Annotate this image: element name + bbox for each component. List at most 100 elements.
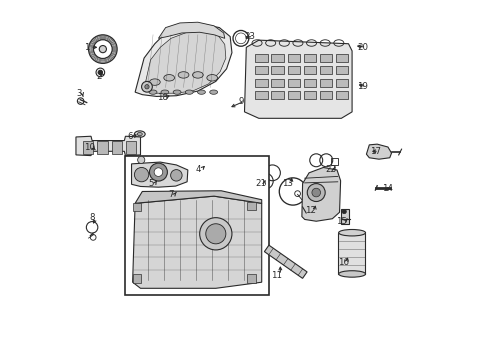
- Circle shape: [142, 81, 152, 92]
- Bar: [247, 202, 255, 210]
- Bar: [287, 79, 300, 87]
- Polygon shape: [158, 22, 224, 39]
- Polygon shape: [244, 40, 351, 118]
- Circle shape: [99, 45, 106, 53]
- Text: 14: 14: [382, 184, 393, 193]
- Text: 23: 23: [244, 32, 255, 41]
- Bar: [125, 156, 268, 296]
- Polygon shape: [135, 24, 231, 96]
- Bar: [319, 79, 332, 87]
- Ellipse shape: [137, 132, 142, 136]
- Ellipse shape: [206, 75, 217, 81]
- Bar: [97, 141, 107, 154]
- Ellipse shape: [149, 90, 157, 94]
- Ellipse shape: [185, 90, 193, 94]
- Text: 11: 11: [271, 270, 282, 279]
- Text: 3: 3: [76, 89, 81, 98]
- Bar: [132, 274, 141, 283]
- Bar: [271, 54, 284, 62]
- Bar: [287, 91, 300, 99]
- Ellipse shape: [134, 131, 145, 137]
- Bar: [255, 79, 267, 87]
- Circle shape: [144, 85, 149, 89]
- Bar: [126, 141, 136, 154]
- Circle shape: [149, 163, 167, 181]
- Bar: [330, 158, 337, 165]
- Text: 17: 17: [369, 147, 380, 156]
- Bar: [271, 91, 284, 99]
- Circle shape: [205, 224, 225, 244]
- Circle shape: [306, 184, 325, 202]
- Circle shape: [88, 35, 117, 63]
- Text: 20: 20: [357, 43, 367, 52]
- Circle shape: [199, 218, 231, 250]
- Bar: [319, 54, 332, 62]
- Circle shape: [93, 40, 112, 58]
- Bar: [303, 79, 316, 87]
- Ellipse shape: [197, 90, 205, 94]
- Text: 13: 13: [282, 179, 292, 188]
- Text: 6: 6: [127, 132, 132, 141]
- Bar: [319, 91, 332, 99]
- Bar: [255, 66, 267, 74]
- Ellipse shape: [338, 229, 365, 236]
- Circle shape: [209, 160, 225, 176]
- Text: 19: 19: [357, 82, 367, 91]
- Ellipse shape: [161, 90, 168, 94]
- Text: 7: 7: [168, 190, 173, 199]
- Ellipse shape: [209, 90, 217, 94]
- Circle shape: [137, 156, 144, 163]
- Polygon shape: [132, 196, 261, 288]
- Ellipse shape: [192, 72, 203, 78]
- Text: 12: 12: [305, 206, 316, 215]
- Circle shape: [169, 170, 178, 179]
- Bar: [247, 274, 255, 283]
- Bar: [255, 54, 267, 62]
- Ellipse shape: [173, 90, 181, 94]
- Bar: [287, 66, 300, 74]
- Circle shape: [154, 168, 163, 176]
- Bar: [335, 66, 348, 74]
- Ellipse shape: [149, 79, 160, 85]
- Bar: [303, 54, 316, 62]
- Circle shape: [311, 188, 320, 197]
- Bar: [271, 79, 284, 87]
- Bar: [132, 203, 141, 211]
- Bar: [287, 54, 300, 62]
- Circle shape: [341, 210, 346, 214]
- Ellipse shape: [163, 75, 174, 81]
- Polygon shape: [131, 162, 187, 187]
- Text: 2: 2: [96, 72, 102, 81]
- Bar: [341, 210, 348, 224]
- Bar: [271, 66, 284, 74]
- Polygon shape: [158, 166, 188, 183]
- Bar: [335, 91, 348, 99]
- Polygon shape: [264, 245, 306, 278]
- Circle shape: [213, 164, 222, 172]
- Text: 8: 8: [89, 213, 95, 222]
- Ellipse shape: [338, 271, 365, 277]
- Bar: [303, 91, 316, 99]
- Circle shape: [98, 70, 102, 75]
- Polygon shape: [144, 31, 225, 93]
- Text: 5: 5: [148, 179, 154, 188]
- Text: 21: 21: [255, 179, 265, 188]
- Text: 18: 18: [156, 93, 167, 102]
- Polygon shape: [76, 136, 140, 156]
- Text: 4: 4: [195, 165, 200, 174]
- Bar: [83, 141, 93, 154]
- Text: 16: 16: [337, 258, 348, 267]
- Circle shape: [134, 167, 148, 182]
- Circle shape: [170, 170, 182, 181]
- Polygon shape: [366, 144, 391, 159]
- Bar: [303, 66, 316, 74]
- Bar: [338, 233, 365, 274]
- Text: 9: 9: [238, 96, 243, 105]
- Bar: [335, 54, 348, 62]
- Text: 22: 22: [325, 165, 335, 174]
- Bar: [112, 141, 122, 154]
- Bar: [319, 66, 332, 74]
- Text: 15: 15: [335, 217, 346, 226]
- Bar: [255, 91, 267, 99]
- Polygon shape: [135, 191, 261, 203]
